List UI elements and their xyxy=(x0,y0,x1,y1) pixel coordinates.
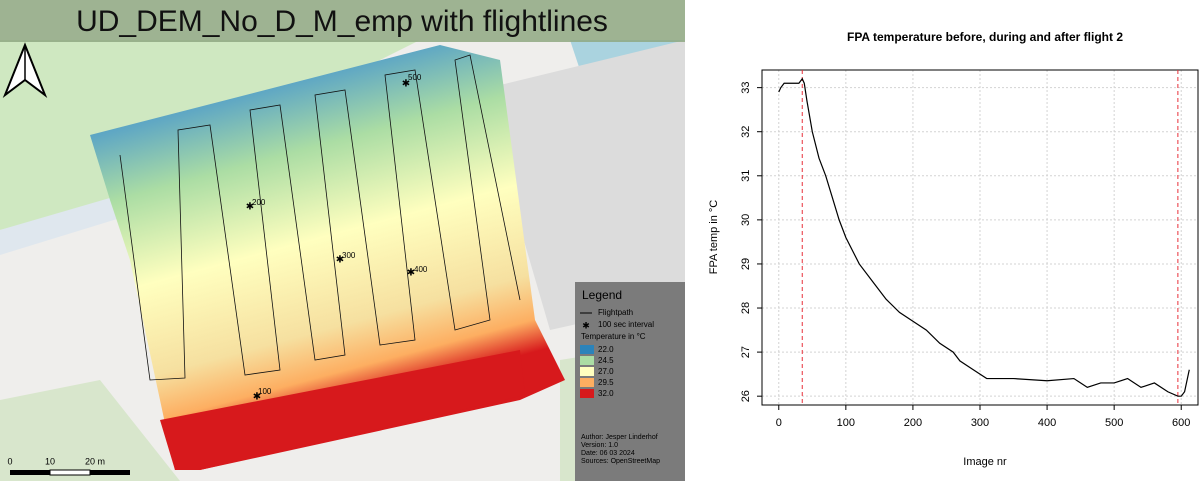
legend-label: Flightpath xyxy=(598,308,633,317)
legend-credit: Date: 06 03 2024 xyxy=(581,450,635,457)
legend-swatch xyxy=(580,367,594,376)
green-area xyxy=(0,380,180,481)
legend-swatch xyxy=(580,389,594,398)
x-tick-label: 300 xyxy=(971,417,989,429)
scale-segment xyxy=(10,470,50,475)
legend-label: 32.0 xyxy=(598,389,614,398)
scale-segment xyxy=(49,469,91,476)
temperature-raster xyxy=(90,45,565,470)
scale-label: 0 xyxy=(7,456,12,466)
temperature-raster-hot xyxy=(160,350,525,470)
legend-label: 22.0 xyxy=(598,345,614,354)
plot-frame xyxy=(761,69,1199,406)
interval-marker: ✱ xyxy=(336,255,344,266)
interval-marker: ✱ xyxy=(246,202,254,213)
y-axis-label: FPA temp in °C xyxy=(708,200,720,275)
legend-label: 27.0 xyxy=(598,367,614,376)
legend-credit: Sources: OpenStreetMap xyxy=(581,458,660,465)
interval-marker: ✱ xyxy=(407,268,415,279)
x-axis-label: Image nr xyxy=(963,456,1007,468)
scale-bar: 0 10 20 m xyxy=(7,456,130,476)
y-tick-label: 29 xyxy=(740,258,752,270)
y-tick-label: 32 xyxy=(740,126,752,138)
building xyxy=(480,40,685,330)
legend-label: 24.5 xyxy=(598,356,614,365)
y-tick-label: 27 xyxy=(740,346,752,358)
x-tick-label: 100 xyxy=(837,417,855,429)
scale-label: 10 xyxy=(45,456,55,466)
scale-segment xyxy=(90,470,130,475)
title-bar xyxy=(0,0,685,42)
legend-marker: ✱ xyxy=(582,320,590,330)
interval-label: 300 xyxy=(342,251,356,260)
chart: FPA temperature before, during and after… xyxy=(708,30,1199,468)
legend-title: Legend xyxy=(582,288,622,302)
legend-label: 29.5 xyxy=(598,378,614,387)
legend-swatch xyxy=(580,378,594,387)
legend-swatch xyxy=(580,356,594,365)
y-tick-label: 30 xyxy=(740,214,752,226)
y-tick-label: 31 xyxy=(740,170,752,182)
interval-label: 100 xyxy=(258,387,272,396)
interval-marker: ✱ xyxy=(253,392,261,403)
interval-label: 200 xyxy=(252,198,266,207)
y-tick-label: 26 xyxy=(740,390,752,402)
y-tick-label: 28 xyxy=(740,302,752,314)
interval-marker: ✱ xyxy=(402,79,410,90)
x-tick-label: 600 xyxy=(1172,417,1190,429)
legend-label: 100 sec interval xyxy=(598,320,654,329)
y-tick-label: 33 xyxy=(740,82,752,94)
x-tick-label: 0 xyxy=(776,417,782,429)
interval-label: 400 xyxy=(414,265,428,274)
data-line xyxy=(778,77,1190,397)
x-tick-label: 500 xyxy=(1105,417,1123,429)
road xyxy=(0,195,130,255)
map: 100 200 300 400 500 ✱ ✱ ✱ ✱ ✱ UD_DEM_No_… xyxy=(0,0,685,481)
interval-label: 500 xyxy=(408,73,422,82)
map-title: UD_DEM_No_D_M_emp with flightlines xyxy=(76,5,608,38)
scale-label: 20 m xyxy=(85,456,105,466)
legend: Legend Flightpath ✱ 100 sec interval Tem… xyxy=(575,282,685,481)
legend-label: Temperature in °C xyxy=(581,332,646,341)
legend-credit: Version: 1.0 xyxy=(581,442,618,449)
x-tick-label: 200 xyxy=(904,417,922,429)
flightpath xyxy=(119,54,521,381)
legend-credit: Author: Jesper Linderhof xyxy=(581,434,658,441)
chart-title: FPA temperature before, during and after… xyxy=(847,30,1123,44)
legend-swatch xyxy=(580,345,594,354)
x-tick-label: 400 xyxy=(1038,417,1056,429)
